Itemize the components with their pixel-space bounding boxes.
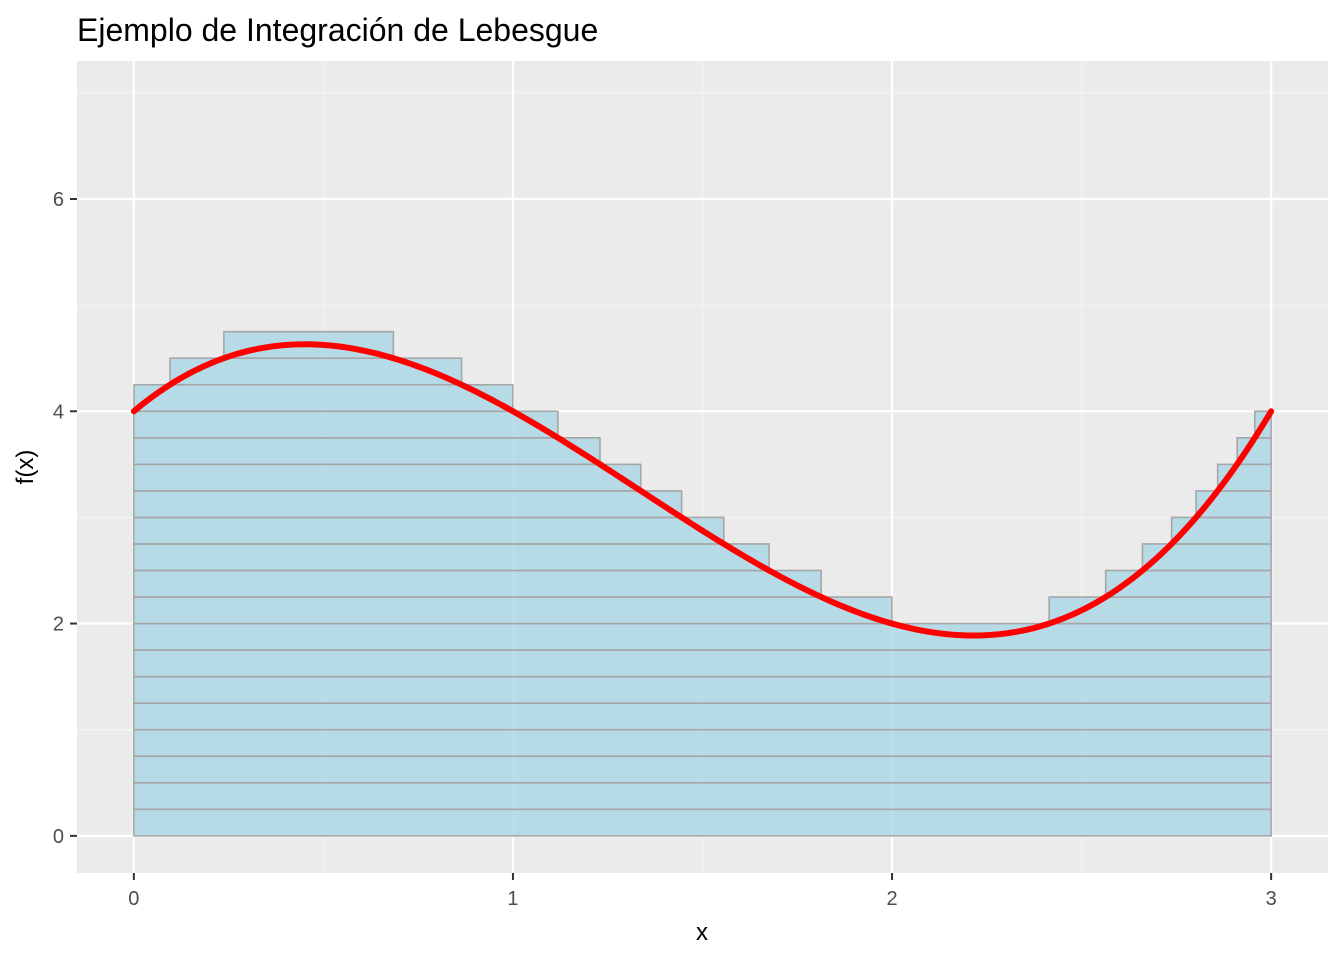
y-tick-label: 0: [53, 826, 64, 848]
function-curve: [130, 341, 1275, 639]
lebesgue-band: [133, 622, 1272, 651]
x-tick-label: 0: [128, 888, 139, 910]
chart-title: Ejemplo de Integración de Lebesgue: [77, 12, 598, 48]
lebesgue-band: [133, 490, 683, 519]
lebesgue-band: [133, 596, 893, 625]
lebesgue-band: [133, 410, 559, 439]
lebesgue-band: [133, 437, 601, 466]
lebesgue-band: [133, 755, 1272, 784]
lebesgue-band: [133, 543, 770, 572]
x-tick-label: 1: [507, 888, 518, 910]
lebesgue-band: [133, 781, 1272, 811]
lebesgue-band: [133, 675, 1272, 704]
x-tick-label: 2: [886, 888, 897, 910]
lebesgue-band: [133, 649, 1272, 678]
lebesgue-band: [133, 702, 1272, 731]
x-axis-ticks: 0 1 2 3: [128, 873, 1277, 910]
lebesgue-bands: [133, 330, 1272, 837]
y-tick-label: 4: [53, 401, 64, 423]
lebesgue-band: [133, 516, 725, 545]
y-axis-title: f(x): [12, 450, 39, 485]
x-axis-title: x: [696, 919, 708, 946]
lebesgue-band: [133, 383, 514, 413]
y-axis-ticks: 0 2 4 6: [53, 189, 77, 848]
y-tick-label: 6: [53, 189, 64, 211]
lebesgue-band: [133, 808, 1272, 837]
lebesgue-band: [133, 728, 1272, 758]
lebesgue-band: [133, 463, 642, 492]
x-tick-label: 3: [1266, 888, 1277, 910]
lebesgue-band: [133, 569, 822, 598]
y-tick-label: 2: [53, 614, 64, 636]
lebesgue-band: [1104, 569, 1272, 598]
